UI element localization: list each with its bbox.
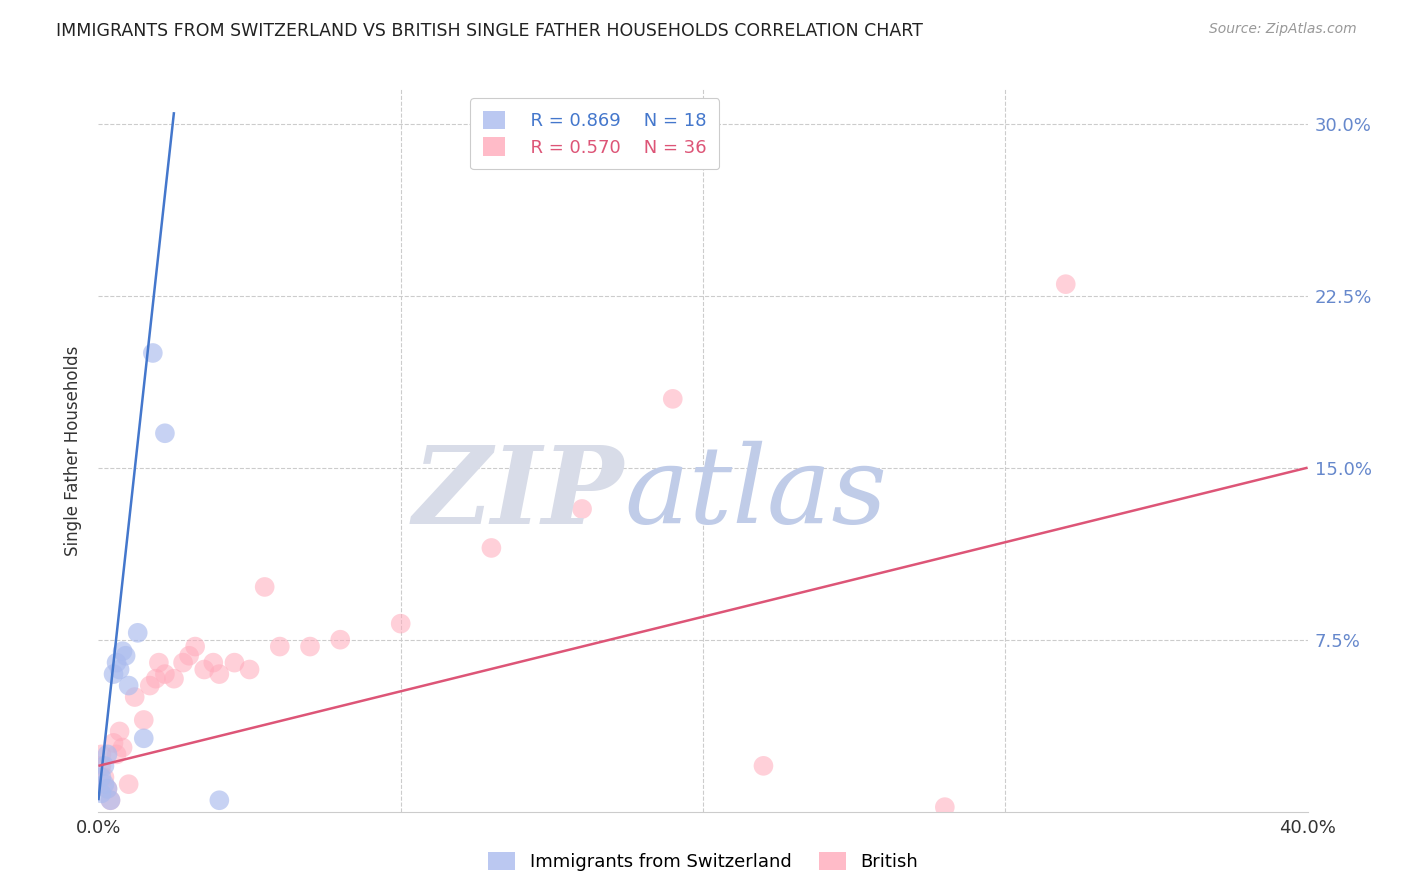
Point <box>224 656 246 670</box>
Point <box>329 632 352 647</box>
Point <box>661 392 683 406</box>
Point <box>253 580 276 594</box>
Point <box>105 747 128 762</box>
Point <box>139 679 162 693</box>
Point <box>172 656 194 670</box>
Text: Source: ZipAtlas.com: Source: ZipAtlas.com <box>1209 22 1357 37</box>
Point <box>124 690 146 704</box>
Point <box>145 672 167 686</box>
Point <box>114 648 136 663</box>
Point <box>118 777 141 791</box>
Point <box>193 663 215 677</box>
Point <box>153 426 176 441</box>
Point <box>153 667 176 681</box>
Point <box>184 640 207 654</box>
Point <box>163 672 186 686</box>
Point <box>202 656 225 670</box>
Point <box>118 679 141 693</box>
Point <box>239 663 262 677</box>
Point <box>90 786 112 800</box>
Point <box>90 770 112 784</box>
Point <box>179 648 201 663</box>
Point <box>111 644 134 658</box>
Point <box>100 793 122 807</box>
Point <box>269 640 291 654</box>
Point <box>90 759 112 773</box>
Point <box>752 759 775 773</box>
Text: ZIP: ZIP <box>413 441 624 547</box>
Text: atlas: atlas <box>624 442 887 547</box>
Point <box>100 793 122 807</box>
Point <box>111 740 134 755</box>
Text: IMMIGRANTS FROM SWITZERLAND VS BRITISH SINGLE FATHER HOUSEHOLDS CORRELATION CHAR: IMMIGRANTS FROM SWITZERLAND VS BRITISH S… <box>56 22 924 40</box>
Point <box>127 625 149 640</box>
Point <box>103 667 125 681</box>
Point <box>96 781 118 796</box>
Point <box>148 656 170 670</box>
Point <box>96 747 118 762</box>
Point <box>96 781 118 796</box>
Point <box>1054 277 1077 292</box>
Point <box>208 793 231 807</box>
Point <box>934 800 956 814</box>
Point <box>571 502 593 516</box>
Y-axis label: Single Father Households: Single Father Households <box>65 345 83 556</box>
Point <box>103 736 125 750</box>
Point <box>93 759 115 773</box>
Point <box>93 770 115 784</box>
Point <box>299 640 322 654</box>
Point <box>389 616 412 631</box>
Point <box>481 541 503 555</box>
Point <box>108 663 131 677</box>
Point <box>142 346 165 360</box>
Point <box>105 656 128 670</box>
Point <box>90 747 112 762</box>
Point <box>132 713 155 727</box>
Legend: Immigrants from Switzerland, British: Immigrants from Switzerland, British <box>481 845 925 879</box>
Point <box>93 777 115 791</box>
Legend:   R = 0.869    N = 18,   R = 0.570    N = 36: R = 0.869 N = 18, R = 0.570 N = 36 <box>470 98 720 169</box>
Point <box>132 731 155 746</box>
Point <box>208 667 231 681</box>
Point <box>108 724 131 739</box>
